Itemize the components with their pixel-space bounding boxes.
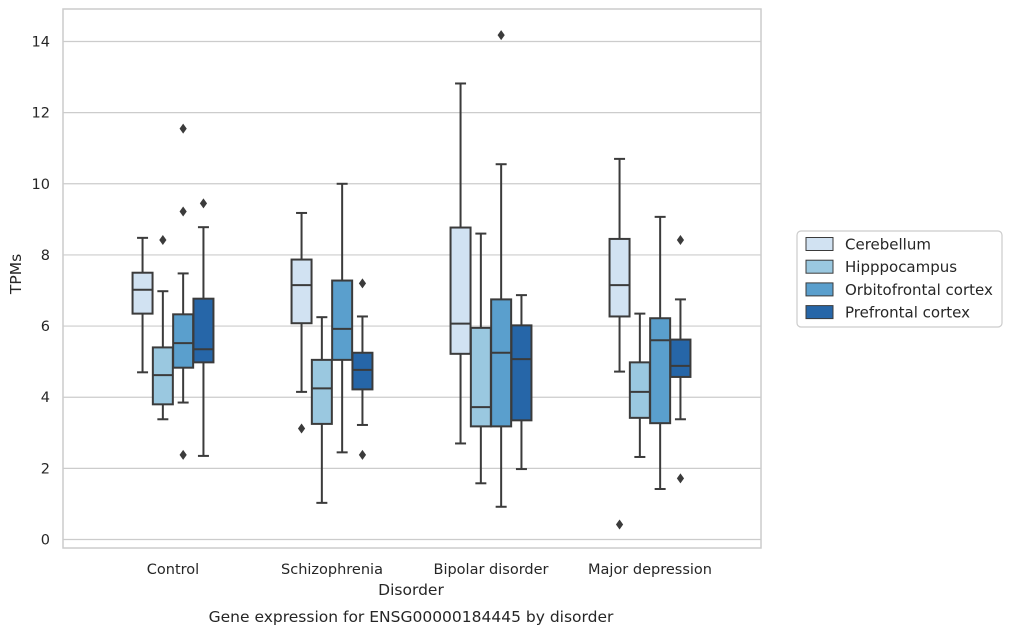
box-2-0 (449, 82, 472, 445)
y-tick-label: 10 (32, 177, 50, 193)
legend-label: Hipppocampus (845, 258, 957, 276)
outlier-point (297, 423, 306, 434)
legend-swatch (805, 282, 834, 297)
box-body (331, 279, 354, 361)
x-axis-title: Disorder (378, 581, 444, 599)
box-1-0 (290, 211, 313, 434)
outlier-point (358, 449, 367, 460)
box-body (510, 324, 533, 422)
x-tick-label: Control (147, 562, 199, 578)
box-body (669, 338, 692, 378)
outlier-point (179, 123, 187, 134)
legend-label: Cerebellum (845, 236, 931, 254)
outlier-point (199, 198, 208, 209)
box-1-3 (351, 278, 374, 460)
plot-frame (62, 8, 762, 549)
axes: 0 2 4 6 8 10 12 14 Control Schizophrenia Bipolar d… (32, 8, 762, 578)
y-tick-label: 12 (32, 106, 50, 122)
legend-label: Orbitofrontal cortex (845, 281, 993, 299)
box-2-1 (469, 232, 492, 485)
box-0-0 (131, 236, 154, 374)
outlier-point (159, 234, 167, 245)
box-body (172, 313, 195, 369)
box-body (131, 271, 154, 315)
legend-swatch (805, 237, 834, 251)
outlier-point (615, 519, 624, 530)
box-0-3 (192, 198, 215, 457)
chart-title: Gene expression for ENSG00000184445 by d… (209, 608, 614, 626)
y-tick-label: 14 (32, 35, 50, 51)
y-tick-label: 8 (41, 248, 50, 264)
box-body (469, 326, 492, 428)
box-0-2 (172, 123, 195, 460)
y-tick-label: 4 (41, 390, 50, 406)
box-body (649, 317, 672, 425)
box-body (449, 226, 472, 355)
box-body (490, 298, 513, 428)
box-3-1 (628, 312, 651, 458)
box-body (310, 358, 333, 425)
legend-swatch (805, 259, 834, 274)
outlier-point (676, 473, 685, 484)
outlier-point (497, 30, 505, 41)
y-axis-title: TPMs (7, 254, 25, 295)
y-tick-label: 6 (41, 319, 50, 335)
box-1-2 (331, 182, 354, 454)
box-body (351, 351, 374, 391)
box-body (192, 297, 215, 364)
outlier-point (358, 278, 367, 289)
box-3-3 (669, 234, 692, 484)
box-0-1 (151, 234, 174, 421)
outlier-point (676, 234, 685, 245)
box-3-0 (608, 157, 631, 530)
box-2-2 (490, 30, 513, 508)
box-body (290, 258, 313, 325)
y-tick-label: 2 (41, 461, 50, 477)
box-3-2 (649, 215, 672, 490)
legend-frame (796, 230, 1003, 328)
box-body (628, 361, 651, 419)
box-2-3 (510, 294, 533, 471)
boxes (131, 30, 692, 530)
box-1-1 (310, 316, 333, 504)
box-body (608, 237, 631, 318)
outlier-point (179, 449, 187, 460)
x-tick-label: Bipolar disorder (434, 562, 549, 578)
legend-swatch (805, 305, 834, 320)
outlier-point (179, 206, 187, 217)
y-tick-label: 0 (41, 533, 50, 549)
x-tick-label: Schizophrenia (281, 562, 383, 578)
legend-label: Prefrontal cortex (845, 304, 970, 322)
legend: Cerebellum Hipppocampus Orbitofrontal cort… (796, 230, 1003, 328)
x-tick-label: Major depression (588, 562, 712, 578)
